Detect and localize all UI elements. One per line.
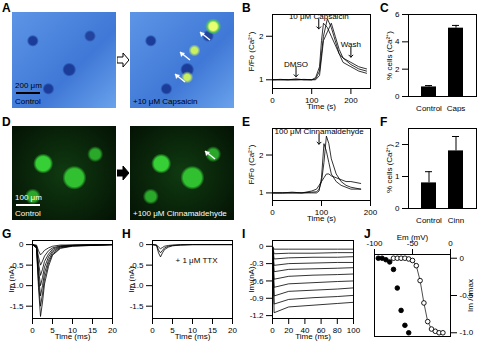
svg-text:Im / Imax: Im / Imax (466, 279, 475, 312)
svg-text:0: 0 (30, 326, 35, 335)
svg-text:15: 15 (88, 326, 97, 336)
svg-text:6: 6 (395, 10, 400, 19)
svg-text:1: 1 (395, 172, 400, 181)
svg-text:5: 5 (50, 326, 55, 336)
svg-text:DMSO: DMSO (284, 59, 308, 69)
html-text:+10 μM Capsaicin: +10 μM Capsaicin (133, 97, 198, 106)
svg-text:-1.2: -1.2 (250, 311, 264, 320)
html-text:H: H (122, 227, 131, 241)
html-text:A: A (2, 1, 11, 15)
svg-text:0: 0 (448, 239, 453, 248)
html-text:200 μm: 200 μm (15, 81, 42, 90)
svg-text:% cells (Ca²⁺): % cells (Ca²⁺) (385, 144, 394, 193)
html-text:C: C (380, 1, 389, 15)
html-text:+100 μM Cinnamaldehyde: +100 μM Cinnamaldehyde (133, 209, 227, 218)
svg-text:F/Fo (Ca²⁺): F/Fo (Ca²⁺) (247, 144, 256, 184)
html-text:E: E (242, 115, 250, 129)
svg-text:Control: Control (416, 216, 442, 224)
svg-text:Im (nA): Im (nA) (7, 266, 16, 293)
html-text:G: G (2, 227, 12, 241)
svg-text:Time (ms): Time (ms) (295, 332, 331, 341)
svg-text:200: 200 (344, 96, 358, 105)
svg-text:-0.5: -0.5 (9, 260, 24, 270)
svg-text:0: 0 (270, 326, 275, 335)
svg-text:Em (mV): Em (mV) (397, 233, 429, 242)
svg-text:100: 100 (347, 326, 361, 335)
svg-text:20: 20 (108, 326, 117, 335)
svg-text:-1.0: -1.0 (9, 281, 24, 291)
svg-text:Time (s): Time (s) (307, 102, 336, 111)
svg-text:Time (ms): Time (ms) (55, 332, 91, 341)
svg-text:4: 4 (395, 37, 400, 46)
svg-text:20: 20 (284, 326, 293, 335)
html-text:Control: Control (15, 209, 41, 218)
html-text:D: D (2, 115, 11, 129)
svg-text:0: 0 (19, 240, 24, 249)
svg-text:-0.9: -0.9 (250, 294, 264, 303)
svg-text:-1.0: -1.0 (129, 281, 144, 291)
svg-text:0: 0 (259, 242, 264, 251)
svg-text:1: 1 (259, 75, 264, 84)
svg-text:1: 1 (259, 188, 264, 197)
svg-text:Wash: Wash (340, 40, 361, 50)
html-text:B: B (242, 1, 251, 15)
svg-text:F/Fo (Ca²⁺): F/Fo (Ca²⁺) (247, 31, 256, 71)
svg-text:-0.5: -0.5 (129, 260, 144, 270)
svg-text:5: 5 (170, 326, 175, 336)
svg-text:0: 0 (395, 204, 400, 213)
svg-text:0: 0 (270, 96, 275, 105)
html-text:I: I (242, 227, 246, 241)
svg-text:20: 20 (228, 326, 237, 335)
svg-text:-1.5: -1.5 (10, 302, 24, 311)
svg-text:-0.6: -0.6 (249, 276, 264, 286)
svg-text:2: 2 (395, 140, 400, 149)
svg-text:Im (nA): Im (nA) (127, 266, 136, 293)
svg-text:0: 0 (150, 326, 155, 335)
svg-text:Cinn: Cinn (448, 216, 464, 224)
svg-text:Time (s): Time (s) (307, 214, 336, 223)
svg-text:0: 0 (460, 254, 465, 263)
svg-text:-100: -100 (366, 238, 383, 248)
html-text:Control: Control (15, 97, 41, 106)
svg-text:0: 0 (139, 240, 144, 249)
svg-text:2: 2 (395, 65, 400, 74)
svg-text:+ 1 μM TTX: + 1 μM TTX (175, 256, 218, 265)
svg-text:2: 2 (259, 32, 264, 41)
svg-text:10 μM Capsaicin: 10 μM Capsaicin (288, 11, 349, 21)
html-text:F: F (380, 115, 388, 129)
svg-text:15: 15 (208, 326, 217, 336)
svg-text:200: 200 (364, 208, 378, 217)
svg-text:% cells (Ca²⁺): % cells (Ca²⁺) (385, 31, 394, 80)
svg-text:0: 0 (270, 208, 275, 217)
svg-text:Control: Control (416, 104, 442, 112)
svg-text:-1.0: -1.0 (460, 328, 474, 337)
svg-text:Caps: Caps (447, 104, 466, 112)
svg-text:-1.5: -1.5 (130, 302, 144, 311)
svg-text:0: 0 (395, 92, 400, 101)
svg-text:2: 2 (259, 151, 264, 160)
svg-text:Time (ms): Time (ms) (175, 332, 211, 341)
svg-text:-0.3: -0.3 (249, 259, 264, 269)
svg-text:Im (nA): Im (nA) (247, 266, 256, 293)
html-text:J: J (364, 227, 371, 241)
svg-text:80: 80 (333, 326, 342, 335)
svg-text:-50: -50 (406, 238, 419, 248)
html-text:100 μm: 100 μm (15, 193, 42, 202)
